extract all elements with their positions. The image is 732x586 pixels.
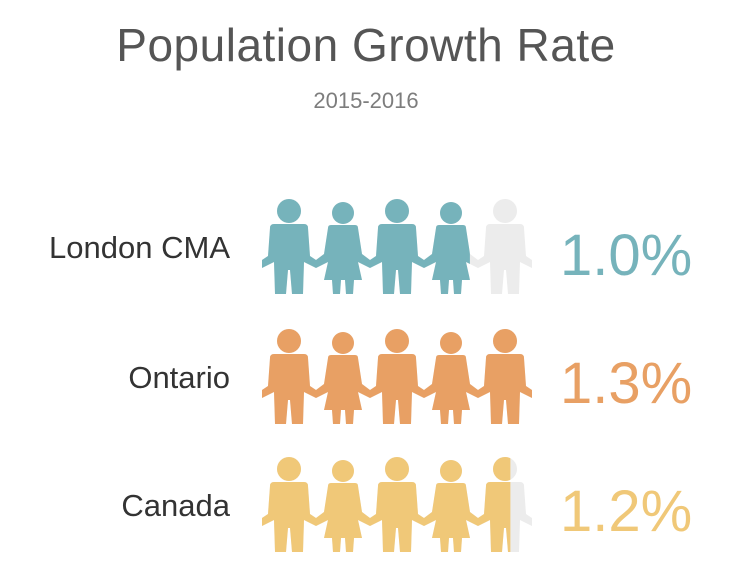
woman-person-icon: [316, 460, 370, 552]
man-person-icon: [262, 199, 316, 294]
man-person-icon: [262, 329, 316, 424]
pictograph-svg: [262, 329, 532, 424]
value-label-canada: 1.2%: [560, 479, 693, 544]
row-label-ontario: Ontario: [128, 360, 230, 395]
man-person-icon: [478, 199, 532, 294]
chart-subtitle: 2015-2016: [313, 88, 419, 113]
filled-icons-layer: [262, 457, 511, 552]
pictograph-canada: [262, 456, 532, 556]
woman-person-icon: [424, 460, 478, 552]
man-person-icon: [370, 457, 424, 552]
pictograph-ontario: [262, 328, 532, 428]
value-label-london: 1.0%: [560, 223, 693, 288]
value-label-ontario: 1.3%: [560, 351, 693, 416]
woman-person-icon: [316, 332, 370, 424]
woman-person-icon: [424, 202, 470, 294]
row-label-canada: Canada: [121, 488, 230, 523]
man-person-icon: [370, 329, 424, 424]
pictograph-svg: [262, 457, 532, 552]
filled-icons-layer: [262, 199, 470, 294]
filled-icons-layer: [262, 329, 532, 424]
pictograph-london: [262, 198, 532, 298]
man-person-icon: [478, 329, 532, 424]
chart-title: Population Growth Rate: [116, 19, 616, 71]
pictograph-svg: [262, 199, 532, 294]
woman-person-icon: [316, 202, 370, 294]
man-person-icon: [262, 457, 316, 552]
woman-person-icon: [424, 332, 478, 424]
row-label-london: London CMA: [49, 230, 230, 265]
man-person-icon: [478, 457, 511, 552]
man-person-icon: [370, 199, 424, 294]
